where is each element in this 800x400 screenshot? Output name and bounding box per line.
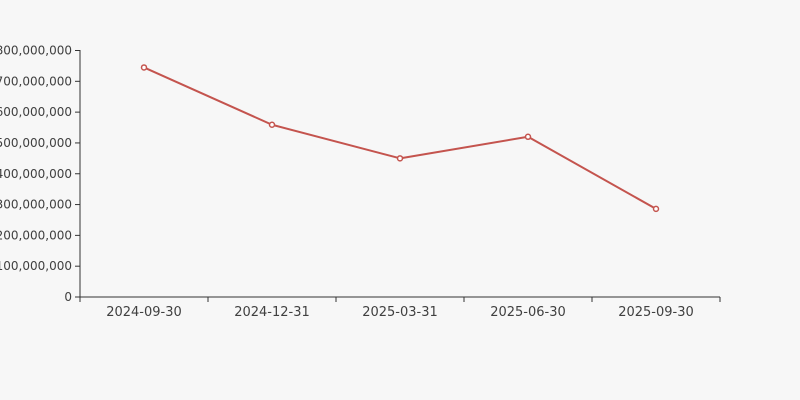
data-point-marker [140, 64, 148, 71]
x-tick-label: 2024-12-31 [234, 305, 310, 320]
x-tick-label: 2025-09-30 [618, 305, 694, 320]
y-tick-label: 0 [64, 290, 72, 304]
data-point-marker [652, 205, 660, 213]
y-tick-label: 100,000,000 [0, 259, 72, 273]
y-tick-label: 200,000,000 [0, 228, 72, 242]
x-tick-label: 2025-06-30 [490, 305, 566, 320]
data-point-marker [524, 133, 532, 141]
x-tick-label: 2025-03-31 [362, 305, 438, 320]
x-tick-label: 2024-09-30 [106, 305, 182, 320]
y-tick-label: 300,000,000 [0, 198, 72, 212]
data-point-marker [396, 155, 404, 162]
y-tick-label: 500,000,000 [0, 136, 72, 150]
y-tick-label: 600,000,000 [0, 105, 72, 119]
series-line [143, 66, 657, 210]
data-point-marker [268, 121, 276, 129]
y-tick-label: 400,000,000 [0, 167, 72, 181]
y-tick-label: 800,000,000 [0, 44, 72, 58]
y-tick-label: 700,000,000 [0, 74, 72, 88]
